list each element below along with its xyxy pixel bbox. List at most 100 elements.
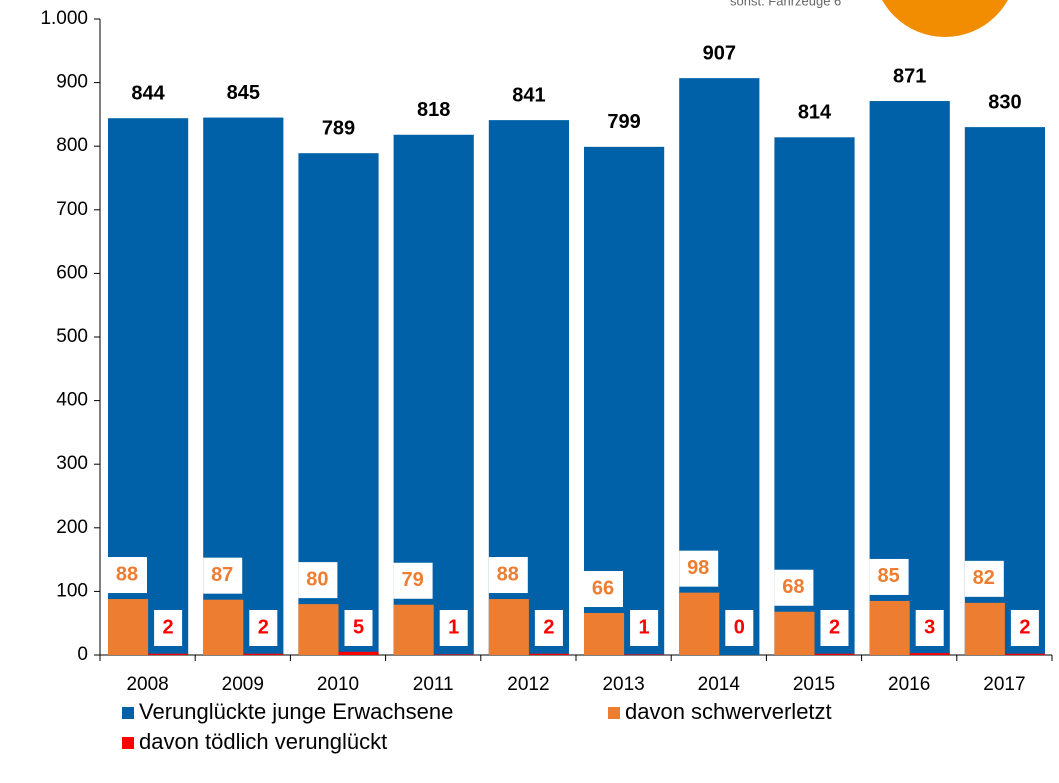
bar [624,654,665,655]
bar [584,613,625,655]
bar [148,653,189,655]
bar [1004,653,1045,655]
y-tick-label: 300 [56,453,88,474]
value-label: 818 [417,99,450,121]
label-box [679,550,719,587]
y-tick-label: 700 [56,199,88,220]
value-label: 844 [131,82,165,104]
label-box [249,610,278,646]
bar [433,654,474,655]
label-box [203,557,243,594]
value-label: 2 [1019,616,1030,638]
x-tick-label: 2012 [507,674,549,695]
bar [393,604,434,655]
x-tick-label: 2009 [222,674,264,695]
value-label: 2 [543,616,554,638]
label-box [439,610,468,646]
label-box [108,557,147,594]
y-tick-label: 200 [56,517,88,538]
bar [909,653,950,655]
bar [108,599,149,655]
value-label: 85 [877,565,899,587]
bar [488,599,529,655]
y-tick-label: 600 [56,262,88,283]
legend-label: Verunglückte junge Erwachsene [139,699,453,724]
label-box [298,562,338,599]
y-tick-label: 500 [56,326,88,347]
legend-label: davon tödlich verunglückt [139,729,387,754]
y-tick-label: 1.000 [40,8,88,29]
bar [528,653,569,655]
value-label: 66 [592,577,614,599]
bar [964,602,1005,655]
label-box [393,562,433,599]
bar [774,137,855,655]
value-label: 0 [734,616,745,638]
x-tick-label: 2017 [983,674,1025,695]
value-label: 2 [163,616,174,638]
value-label: 87 [211,564,233,586]
logo [882,0,1008,37]
label-box [820,610,849,646]
x-tick-label: 2016 [888,674,930,695]
x-tick-label: 2008 [126,674,168,695]
label-box [725,610,754,646]
x-tick-label: 2014 [698,674,741,695]
y-tick-label: 0 [77,644,88,665]
value-label: 98 [687,557,709,579]
label-box [774,569,814,606]
value-label: 80 [306,568,328,590]
value-label: 5 [353,616,364,638]
label-box [344,610,373,646]
value-label: 2 [258,616,269,638]
y-tick-label: 900 [56,72,88,93]
label-box [869,558,909,595]
label-box [488,557,528,594]
label-box [630,610,659,646]
legend-label: davon schwerverletzt [625,699,832,724]
value-label: 1 [448,616,459,638]
value-label: 871 [893,65,926,87]
value-label: 845 [227,82,260,104]
y-tick-label: 800 [56,135,88,156]
value-label: 79 [401,569,423,591]
bar [298,604,339,655]
label-box [534,610,563,646]
x-tick-label: 2015 [793,674,835,695]
value-label: 789 [322,117,355,139]
value-label: 841 [512,84,545,106]
value-label: 82 [973,567,995,589]
legend-swatch [122,737,134,749]
value-label: 907 [703,42,736,64]
label-box [584,571,623,608]
value-label: 88 [497,563,519,585]
value-label: 830 [988,91,1021,113]
bar [774,611,815,655]
value-label: 2 [829,616,840,638]
legend-swatch [608,707,620,719]
value-label: 3 [924,616,935,638]
label-box [964,560,1004,597]
x-tick-label: 2011 [413,674,454,695]
label-box [915,610,944,646]
bar [869,600,910,655]
legend-swatch [122,707,134,719]
bar [203,599,244,655]
y-tick-label: 100 [56,580,88,601]
y-tick-label: 400 [56,390,88,411]
value-label: 68 [782,576,804,598]
label-box [1010,610,1039,646]
annotation: sonst. Fahrzeuge 6 [730,0,841,8]
bar [243,653,284,655]
bar [338,651,379,655]
bar [584,146,665,655]
bar [679,592,720,655]
x-tick-label: 2013 [602,674,644,695]
value-label: 1 [639,616,650,638]
label-box [154,610,183,646]
value-label: 814 [798,102,832,124]
x-tick-label: 2010 [317,674,359,695]
value-label: 88 [116,563,138,585]
bar [814,653,855,655]
